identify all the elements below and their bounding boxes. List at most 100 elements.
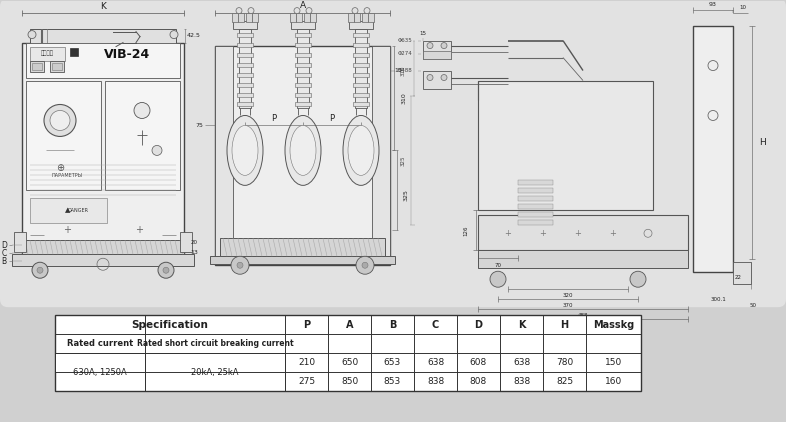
Text: 853: 853: [384, 377, 401, 386]
Bar: [146, 354, 285, 372]
Text: 22: 22: [734, 275, 741, 280]
Bar: [30, 198, 107, 223]
Circle shape: [294, 8, 300, 14]
Bar: [237, 103, 253, 106]
Bar: [237, 43, 253, 46]
Bar: [295, 53, 311, 57]
Text: 15: 15: [394, 68, 402, 73]
Bar: [295, 73, 311, 76]
Text: 10: 10: [740, 5, 747, 10]
Circle shape: [50, 111, 70, 130]
Bar: [238, 13, 244, 22]
Text: Rated current: Rated current: [67, 339, 133, 348]
Bar: [70, 48, 78, 56]
Text: 93: 93: [709, 2, 717, 7]
Text: 210: 210: [298, 358, 315, 367]
Bar: [423, 41, 451, 59]
Bar: [215, 46, 390, 265]
Bar: [348, 13, 354, 22]
Circle shape: [441, 43, 447, 49]
Bar: [295, 43, 311, 46]
Bar: [353, 73, 369, 76]
Bar: [518, 196, 553, 201]
Bar: [304, 13, 310, 22]
Bar: [355, 29, 367, 108]
Text: D: D: [1, 241, 7, 250]
Text: +: +: [505, 229, 512, 238]
Text: K: K: [518, 319, 525, 330]
Text: 310: 310: [401, 65, 406, 76]
Text: 20kA, 25kA: 20kA, 25kA: [191, 368, 239, 376]
Text: Rated short circuit breaking current: Rated short circuit breaking current: [137, 339, 293, 348]
Text: H: H: [560, 319, 568, 330]
Bar: [362, 13, 368, 22]
Text: Specification: Specification: [131, 319, 208, 330]
Text: 15: 15: [420, 31, 427, 36]
Bar: [295, 103, 311, 106]
Bar: [290, 13, 296, 22]
Text: Φ274: Φ274: [399, 51, 413, 56]
Text: B: B: [2, 257, 6, 266]
Text: 808: 808: [470, 377, 487, 386]
Bar: [105, 81, 180, 190]
Bar: [22, 43, 184, 262]
Bar: [518, 180, 553, 185]
Bar: [30, 29, 176, 46]
Bar: [295, 62, 311, 67]
Text: 838: 838: [427, 377, 444, 386]
Bar: [210, 256, 395, 264]
Bar: [220, 238, 385, 256]
Text: +: +: [539, 229, 546, 238]
Bar: [30, 46, 65, 61]
Text: 653: 653: [384, 358, 401, 367]
Bar: [295, 32, 311, 37]
Bar: [180, 232, 192, 252]
Text: 70: 70: [494, 263, 501, 268]
Bar: [518, 212, 553, 217]
Bar: [353, 53, 369, 57]
Text: 608: 608: [470, 358, 487, 367]
Bar: [518, 220, 553, 225]
Circle shape: [237, 262, 243, 268]
Bar: [50, 61, 64, 72]
Text: A: A: [346, 319, 353, 330]
Bar: [295, 83, 311, 87]
Bar: [353, 83, 369, 87]
Text: +: +: [610, 229, 616, 238]
Text: +: +: [135, 225, 143, 235]
Bar: [237, 83, 253, 87]
Text: Masskg: Masskg: [593, 319, 634, 330]
Bar: [310, 13, 316, 22]
Bar: [733, 262, 751, 284]
Bar: [22, 240, 184, 254]
Bar: [215, 46, 233, 260]
Text: 20: 20: [190, 240, 197, 245]
Circle shape: [364, 8, 370, 14]
Text: 638: 638: [427, 358, 444, 367]
Text: P: P: [329, 114, 335, 123]
Bar: [237, 92, 253, 97]
Text: 126: 126: [464, 225, 468, 235]
Text: 50: 50: [750, 303, 756, 308]
Bar: [297, 29, 309, 108]
Bar: [295, 92, 311, 97]
Text: A: A: [299, 1, 306, 10]
Bar: [349, 21, 373, 29]
Circle shape: [427, 43, 433, 49]
Text: 42.5: 42.5: [187, 33, 201, 38]
Bar: [353, 62, 369, 67]
Bar: [232, 13, 238, 22]
Circle shape: [248, 8, 254, 14]
Bar: [237, 73, 253, 76]
Bar: [52, 62, 62, 70]
Circle shape: [32, 262, 48, 278]
Circle shape: [28, 31, 36, 38]
Text: 160: 160: [605, 377, 623, 386]
Bar: [12, 254, 194, 266]
Text: 650: 650: [341, 358, 358, 367]
Ellipse shape: [348, 125, 374, 176]
Text: 300.1: 300.1: [710, 297, 726, 302]
Ellipse shape: [290, 125, 316, 176]
Circle shape: [236, 8, 242, 14]
Bar: [252, 13, 258, 22]
